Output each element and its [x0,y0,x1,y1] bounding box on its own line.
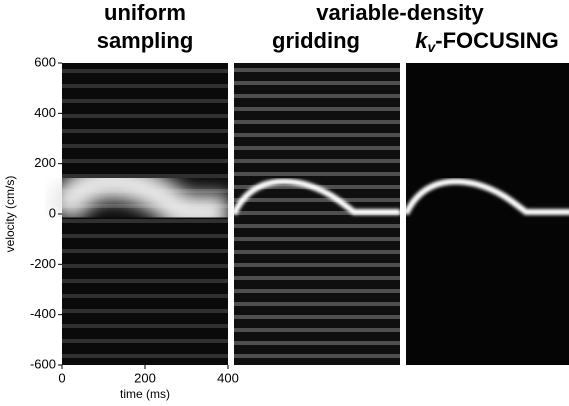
title: uniform [104,0,186,25]
panel-focusing [406,63,569,365]
y-axis-label: velocity (cm/s) [3,176,17,253]
title: kv-FOCUSING [415,28,559,55]
title-part: v [428,39,437,55]
panel-uniform [62,63,228,365]
x-tick-label: 0 [58,370,65,385]
y-tick-label: 400 [34,105,56,120]
y-tick-label: 200 [34,155,56,170]
title: gridding [272,28,360,53]
panel-gridding [234,63,400,365]
y-tick-label: -200 [30,256,56,271]
axes: -600 -400 -200 0 200 400 600 0 200 400 [30,54,239,385]
title-part: k [415,28,429,53]
y-tick-label: 600 [34,54,56,69]
title: sampling [97,28,194,53]
y-tick-label: 0 [49,205,56,220]
x-tick-label: 400 [217,370,239,385]
title-part: -FOCUSING [435,28,558,53]
title: variable-density [316,0,484,25]
y-tick-label: -400 [30,306,56,321]
x-tick-label: 200 [134,370,156,385]
y-tick-label: -600 [30,356,56,371]
x-axis-label: time (ms) [120,387,170,401]
